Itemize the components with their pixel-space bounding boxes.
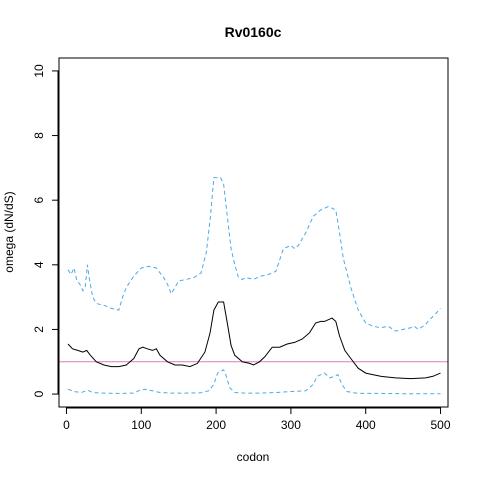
y-tick-label: 2: [32, 326, 46, 333]
x-tick-label: 100: [131, 418, 151, 432]
plot-area: [59, 177, 448, 395]
x-tick-label: 500: [431, 418, 451, 432]
x-tick-label: 300: [281, 418, 301, 432]
plot-frame: [58, 57, 449, 408]
y-axis-label: omega (dN/dS): [2, 191, 16, 272]
y-tick-label: 8: [32, 132, 46, 139]
y-axis: 0 2 4 6 8 10: [32, 64, 59, 397]
x-tick-label: 0: [63, 418, 70, 432]
y-tick-label: 4: [32, 261, 46, 268]
x-axis: 0 100 200 300 400 500: [63, 407, 451, 432]
x-tick-label: 400: [356, 418, 376, 432]
y-tick-label: 0: [32, 390, 46, 397]
x-axis-label: codon: [237, 450, 270, 464]
series-line-upper: [67, 177, 441, 332]
series-line-estimate: [67, 301, 441, 380]
chart-title: Rv0160c: [225, 24, 282, 40]
y-tick-label: 6: [32, 197, 46, 204]
y-tick-label: 10: [32, 64, 46, 78]
x-tick-label: 200: [206, 418, 226, 432]
series-line-lower: [67, 369, 441, 395]
